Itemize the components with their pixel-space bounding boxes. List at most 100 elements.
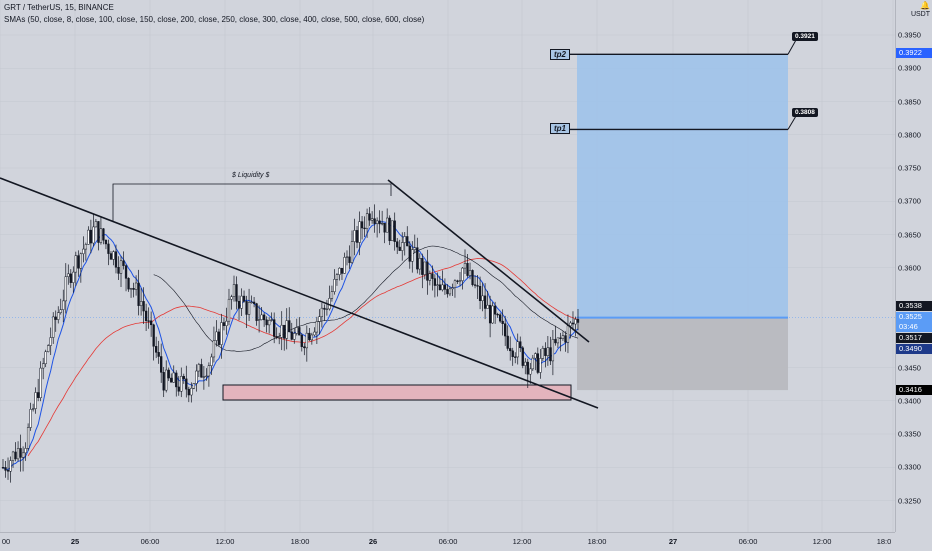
candle-body [556, 337, 560, 344]
candle-body [205, 375, 208, 378]
candle-body [478, 286, 482, 302]
candle-body [149, 320, 153, 326]
candle-body [124, 265, 128, 279]
candle-body [300, 334, 303, 347]
symbol-title[interactable]: GRT / TetherUS, 15, BINANCE [4, 3, 114, 12]
candle-body [134, 282, 138, 290]
candle-body [350, 241, 354, 263]
candle-body [411, 249, 414, 262]
candle-body [260, 314, 263, 320]
candle-body [162, 372, 165, 391]
candle-body [190, 388, 193, 396]
candle-body [516, 341, 519, 358]
price-chart[interactable] [0, 0, 895, 532]
candle-body [14, 451, 17, 460]
candle-body [373, 218, 376, 224]
candle-body [99, 228, 103, 243]
plot-area[interactable]: GRT / TetherUS, 15, BINANCE SMAs (50, cl… [0, 0, 895, 532]
candle-body [438, 284, 442, 291]
sma-slow-red [27, 258, 579, 457]
upper-trendline [387, 179, 590, 343]
x-tick-label: 27 [668, 537, 678, 546]
candle-body [117, 267, 120, 274]
candle-body [207, 365, 211, 377]
y-tick-label: 0.3700 [898, 196, 921, 206]
candle-body [87, 229, 90, 245]
indicator-legend[interactable]: SMAs (50, close, 8, close, 100, close, 1… [4, 15, 425, 24]
price-badge: 0.3922 [896, 48, 932, 58]
y-tick-label: 0.3600 [898, 263, 921, 273]
candle-body [353, 230, 356, 242]
candle-body [473, 284, 477, 286]
candle-body [576, 319, 580, 323]
candle-body [37, 392, 40, 398]
candle-body [227, 298, 231, 322]
candle-body [9, 460, 12, 472]
candle-body [529, 368, 532, 375]
price-badge: 03:46 [896, 322, 932, 332]
candle-body [155, 346, 158, 353]
candle-body [446, 289, 449, 295]
candle-body [127, 278, 130, 290]
candle-body [406, 236, 409, 247]
price-axis[interactable]: 🔔 USDT 0.3950 0.3900 0.3850 0.3800 0.3750 0.37… [895, 0, 932, 532]
candle-body [363, 227, 366, 230]
candle-body [182, 376, 185, 380]
demand-zone [222, 384, 572, 401]
candle-body [526, 361, 529, 375]
candle-body [185, 378, 188, 390]
y-tick-label: 0.3950 [898, 30, 921, 40]
bell-icon[interactable]: 🔔 [920, 1, 930, 10]
candle-body [408, 245, 411, 262]
candle-body [551, 339, 555, 362]
candle-body [431, 273, 434, 279]
candle-body [426, 261, 429, 281]
x-tick-label: 18:00 [290, 537, 310, 546]
candle-body [293, 333, 296, 340]
candle-body [325, 308, 329, 310]
candle-body [333, 279, 336, 292]
candle-body [69, 273, 72, 283]
candle-body [26, 427, 30, 449]
candle-body [343, 257, 346, 274]
y-tick-label: 0.3300 [898, 462, 921, 472]
candle-body [504, 323, 507, 337]
x-tick-label: 18:00 [587, 537, 607, 546]
candle-body [82, 248, 85, 255]
candle-body [52, 316, 55, 338]
candle-body [165, 369, 168, 391]
candle-body [49, 337, 52, 346]
y-tick-label: 0.3750 [898, 163, 921, 173]
time-axis[interactable]: 00 25 06:00 12:00 18:00 26 06:00 12:00 18:00 27 06… [0, 532, 895, 551]
candle-body [539, 358, 542, 373]
candle-body [137, 282, 140, 306]
y-tick-label: 0.3800 [898, 130, 921, 140]
candle-body [84, 244, 88, 250]
candle-body [175, 372, 178, 388]
x-tick-label: 26 [368, 537, 378, 546]
candle-body [320, 307, 324, 317]
candle-body [330, 291, 334, 299]
candle-body [31, 408, 35, 410]
candle-body [170, 377, 173, 383]
candle-body [340, 267, 344, 274]
tp2-label[interactable]: tp2 [550, 49, 570, 60]
candle-body [488, 304, 492, 324]
candle-body [310, 334, 313, 341]
y-tick-label: 0.3900 [898, 63, 921, 73]
candle-body [476, 285, 479, 287]
candle-body [383, 222, 386, 233]
candle-body [89, 229, 93, 244]
candle-body [418, 258, 421, 270]
candle-body [200, 364, 203, 378]
candle-body [4, 467, 7, 471]
candle-body [433, 278, 437, 286]
candle-body [564, 335, 567, 343]
candle-body [72, 271, 75, 283]
liquidity-bracket [112, 183, 392, 222]
candle-body [370, 218, 374, 221]
candle-body [139, 301, 143, 306]
tp1-label[interactable]: tp1 [550, 123, 570, 134]
candle-body [541, 348, 544, 359]
